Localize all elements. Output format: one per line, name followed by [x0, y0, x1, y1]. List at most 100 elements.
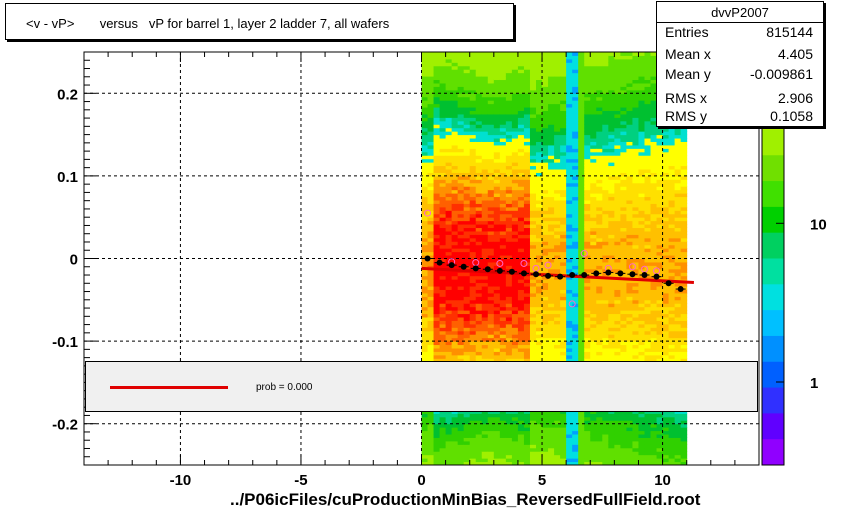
heatmap-cell — [566, 306, 573, 311]
heatmap-cell — [475, 65, 483, 70]
heatmap-cell — [566, 440, 573, 445]
heatmap-cell — [566, 434, 573, 438]
heatmap-cell — [517, 351, 525, 356]
heatmap-cell — [517, 282, 525, 287]
heatmap-cell — [427, 286, 435, 290]
heatmap-cell — [554, 341, 561, 346]
heatmap-cell — [529, 52, 537, 56]
heatmap-cell — [517, 341, 525, 346]
heatmap-cell — [572, 182, 579, 187]
heatmap-cell — [481, 454, 489, 459]
heatmap-cell — [578, 144, 585, 149]
heatmap-cell — [493, 334, 501, 339]
heatmap-cell — [469, 241, 477, 246]
heatmap-cell — [505, 306, 513, 311]
heatmap-cell — [505, 158, 513, 163]
heatmap-cell — [457, 113, 465, 118]
heatmap-cell — [602, 258, 609, 263]
heatmap-cell — [638, 82, 645, 87]
heatmap-cell — [554, 317, 561, 321]
heatmap-cell — [572, 120, 579, 125]
heatmap-cell — [668, 286, 676, 290]
heatmap-cell — [536, 237, 543, 242]
heatmap-cell — [602, 282, 609, 287]
heatmap-cell — [427, 323, 435, 328]
heatmap-cell — [626, 141, 633, 146]
heatmap-cell — [548, 182, 555, 187]
heatmap-cell — [566, 413, 573, 418]
heatmap-cell — [560, 299, 567, 304]
heatmap-cell — [517, 172, 525, 177]
heatmap-cell — [572, 110, 579, 115]
heatmap-cell — [511, 451, 519, 456]
heatmap-cell — [469, 193, 477, 198]
heatmap-cell — [644, 55, 652, 60]
heatmap-cell — [427, 444, 435, 449]
heatmap-cell — [536, 289, 543, 294]
heatmap-cell — [439, 244, 447, 249]
heatmap-cell — [668, 416, 676, 421]
heatmap-cell — [469, 248, 477, 253]
heatmap-cell — [656, 237, 664, 242]
heatmap-cell — [536, 451, 543, 456]
heatmap-cell — [572, 199, 579, 204]
heatmap-cell — [445, 52, 453, 56]
heatmap-cell — [427, 251, 435, 256]
heatmap-cell — [596, 416, 603, 421]
heatmap-cell — [590, 282, 597, 287]
heatmap-cell — [529, 337, 537, 342]
heatmap-cell — [475, 76, 483, 81]
heatmap-cell — [596, 323, 603, 328]
heatmap-cell — [626, 420, 633, 425]
heatmap-cell — [487, 189, 495, 194]
heatmap-cell — [499, 151, 507, 156]
heatmap-cell — [536, 93, 543, 98]
heatmap-cell — [517, 454, 525, 459]
heatmap-cell — [620, 169, 627, 173]
heatmap-cell — [439, 275, 447, 280]
heatmap-cell — [554, 107, 561, 112]
heatmap-cell — [572, 265, 579, 270]
heatmap-cell — [439, 320, 447, 325]
heatmap-cell — [620, 96, 627, 101]
heatmap-cell — [638, 110, 645, 115]
heatmap-cell — [632, 82, 639, 87]
heatmap-cell — [499, 313, 507, 318]
heatmap-cell — [668, 351, 676, 356]
heatmap-cell — [529, 131, 537, 136]
heatmap-cell — [433, 100, 441, 105]
heatmap-cell — [536, 141, 543, 146]
heatmap-cell — [439, 141, 447, 146]
heatmap-cell — [433, 351, 441, 356]
heatmap-cell — [463, 124, 471, 129]
heatmap-cell — [632, 76, 639, 81]
heatmap-cell — [542, 224, 549, 229]
heatmap-cell — [517, 413, 525, 418]
heatmap-cell — [620, 93, 627, 98]
heatmap-cell — [457, 79, 465, 84]
heatmap-cell — [481, 444, 489, 449]
heatmap-cell — [602, 224, 609, 229]
heatmap-cell — [463, 189, 471, 194]
heatmap-cell — [481, 341, 489, 346]
heatmap-cell — [656, 320, 664, 325]
heatmap-cell — [662, 286, 670, 290]
heatmap-cell — [668, 272, 676, 277]
heatmap-cell — [548, 203, 555, 208]
heatmap-cell — [511, 313, 519, 318]
heatmap-cell — [427, 182, 435, 187]
heatmap-cell — [505, 461, 513, 466]
heatmap-cell — [542, 275, 549, 280]
heatmap-cell — [523, 155, 531, 160]
heatmap-cell — [481, 110, 489, 115]
heatmap-cell — [536, 303, 543, 308]
heatmap-cell — [602, 320, 609, 325]
heatmap-cell — [457, 237, 465, 242]
heatmap-cell — [596, 82, 603, 87]
heatmap-cell — [614, 148, 621, 153]
heatmap-cell — [626, 55, 633, 60]
heatmap-cell — [529, 437, 537, 442]
heatmap-cell — [487, 330, 495, 335]
heatmap-cell — [560, 89, 567, 94]
heatmap-cell — [572, 58, 579, 63]
